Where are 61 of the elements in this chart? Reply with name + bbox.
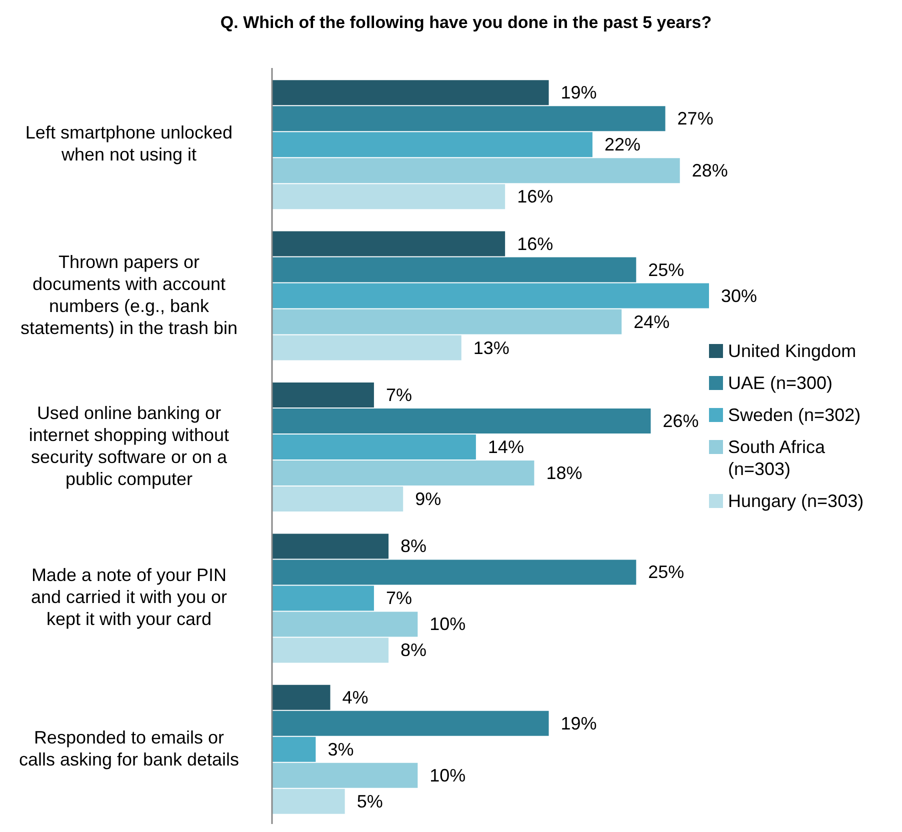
y-tick-label: Made a note of your PIN and carried it with you or kept it with your card	[30, 565, 228, 630]
bar	[272, 309, 622, 334]
bar	[272, 612, 418, 637]
data-label: 22%	[604, 134, 640, 155]
legend-label: Sweden (n=302)	[728, 404, 861, 426]
bar	[272, 586, 374, 611]
data-label: 16%	[517, 186, 554, 207]
data-label: 16%	[517, 234, 554, 254]
legend-label: South Africa (n=303)	[728, 436, 826, 480]
y-tick-label: Responded to emails or calls asking for bank details	[18, 727, 240, 770]
data-label: 25%	[648, 562, 684, 582]
data-label: 26%	[662, 410, 699, 431]
bar	[272, 710, 549, 736]
bar	[272, 684, 330, 710]
data-label: 30%	[721, 286, 758, 306]
data-label: 27%	[677, 108, 714, 129]
legend-label: United Kingdom	[728, 340, 856, 362]
data-label: 14%	[488, 436, 524, 457]
y-tick-label: Thrown papers or documents with account numbers (e.g., bank statements) in the trash bin	[20, 252, 238, 338]
y-tick-label: Left smartphone unlocked when not using it	[25, 122, 233, 165]
bar	[272, 257, 636, 282]
data-label: 18%	[546, 462, 582, 483]
data-label: 9%	[415, 488, 442, 509]
bar	[272, 184, 506, 210]
bar	[272, 788, 345, 814]
bar	[272, 283, 709, 308]
bar	[272, 534, 389, 559]
data-label: 7%	[386, 384, 412, 405]
bar	[272, 460, 534, 486]
bar	[272, 408, 651, 434]
bar	[272, 736, 316, 762]
data-label: 19%	[560, 82, 597, 103]
data-label: 8%	[400, 536, 427, 556]
bar	[272, 434, 476, 460]
legend-label: Hungary (n=303)	[728, 490, 864, 512]
y-tick-label: Used online banking or internet shopping without security software or on a public computer	[28, 403, 230, 489]
bar	[272, 335, 462, 360]
bar	[272, 486, 404, 512]
data-label: 7%	[386, 588, 412, 608]
data-label: 19%	[560, 713, 597, 734]
data-label: 5%	[356, 791, 383, 812]
bar	[272, 382, 374, 408]
bar	[272, 638, 389, 663]
bar	[272, 762, 418, 788]
data-label: 10%	[430, 614, 466, 634]
data-label: 25%	[648, 260, 684, 280]
chart-title: Q. Which of the following have you done in the past 5 years?	[219, 12, 713, 34]
data-label: 28%	[692, 160, 728, 181]
bar	[272, 231, 506, 256]
legend-label: UAE (n=300)	[728, 372, 833, 394]
data-label: 8%	[400, 640, 427, 660]
bar	[272, 132, 592, 158]
bar	[272, 106, 666, 132]
data-label: 10%	[430, 765, 466, 786]
bar	[272, 80, 549, 106]
data-label: 4%	[342, 687, 368, 708]
bar	[272, 560, 636, 585]
data-label: 24%	[634, 312, 670, 332]
data-label: 13%	[473, 338, 510, 358]
bar	[272, 158, 680, 184]
data-label: 3%	[328, 739, 354, 760]
